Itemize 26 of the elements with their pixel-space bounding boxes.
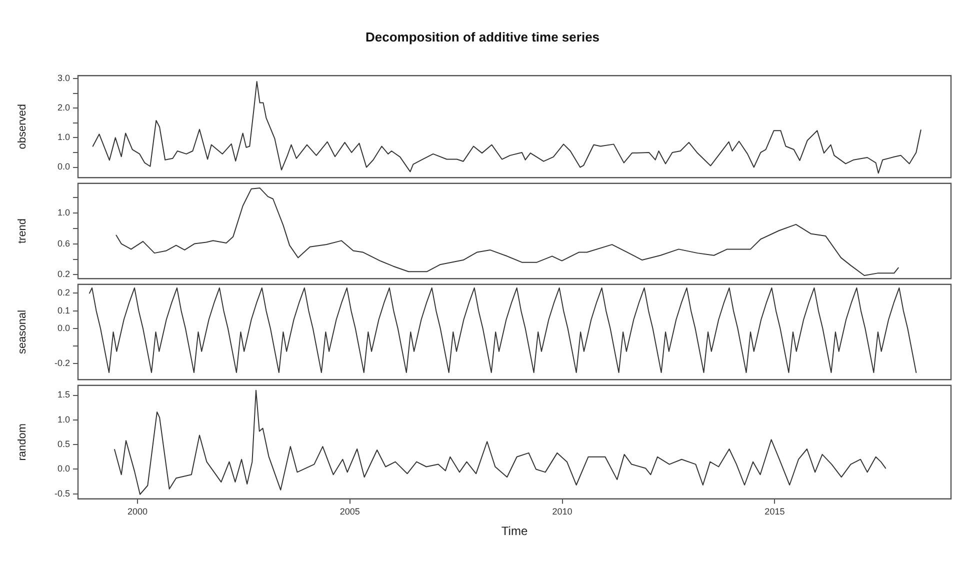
y-tick-label: 0.2 bbox=[57, 288, 70, 298]
x-tick-label: 2010 bbox=[552, 506, 572, 517]
y-tick-label: 0.2 bbox=[57, 269, 70, 280]
x-tick-label: 2000 bbox=[127, 506, 148, 517]
chart-title: Decomposition of additive time series bbox=[365, 29, 600, 44]
y-axis-title: trend bbox=[16, 218, 29, 244]
x-tick-label: 2005 bbox=[340, 506, 360, 517]
y-tick-label: 1.5 bbox=[57, 390, 70, 400]
y-axis-title: observed bbox=[16, 104, 29, 150]
y-tick-label: 0.0 bbox=[57, 464, 70, 474]
y-tick-label: 0.0 bbox=[57, 162, 70, 172]
y-axis-title: seasonal bbox=[16, 310, 29, 354]
y-tick-label: 0.6 bbox=[57, 238, 70, 248]
y-tick-label: -0.5 bbox=[54, 488, 70, 498]
y-tick-label: 3.0 bbox=[57, 73, 70, 84]
y-tick-label: 0.1 bbox=[57, 305, 70, 316]
x-axis-title: Time bbox=[501, 524, 528, 538]
y-tick-label: -0.2 bbox=[54, 358, 70, 368]
y-tick-label: 2.0 bbox=[57, 102, 70, 113]
y-tick-label: 1.0 bbox=[57, 132, 70, 142]
y-tick-label: 0.5 bbox=[57, 439, 70, 450]
y-tick-label: 0.0 bbox=[57, 322, 70, 333]
y-tick-label: 1.0 bbox=[57, 207, 70, 218]
y-axis-title: random bbox=[16, 423, 29, 461]
x-tick-label: 2015 bbox=[764, 506, 785, 517]
y-tick-label: 1.0 bbox=[57, 414, 70, 424]
